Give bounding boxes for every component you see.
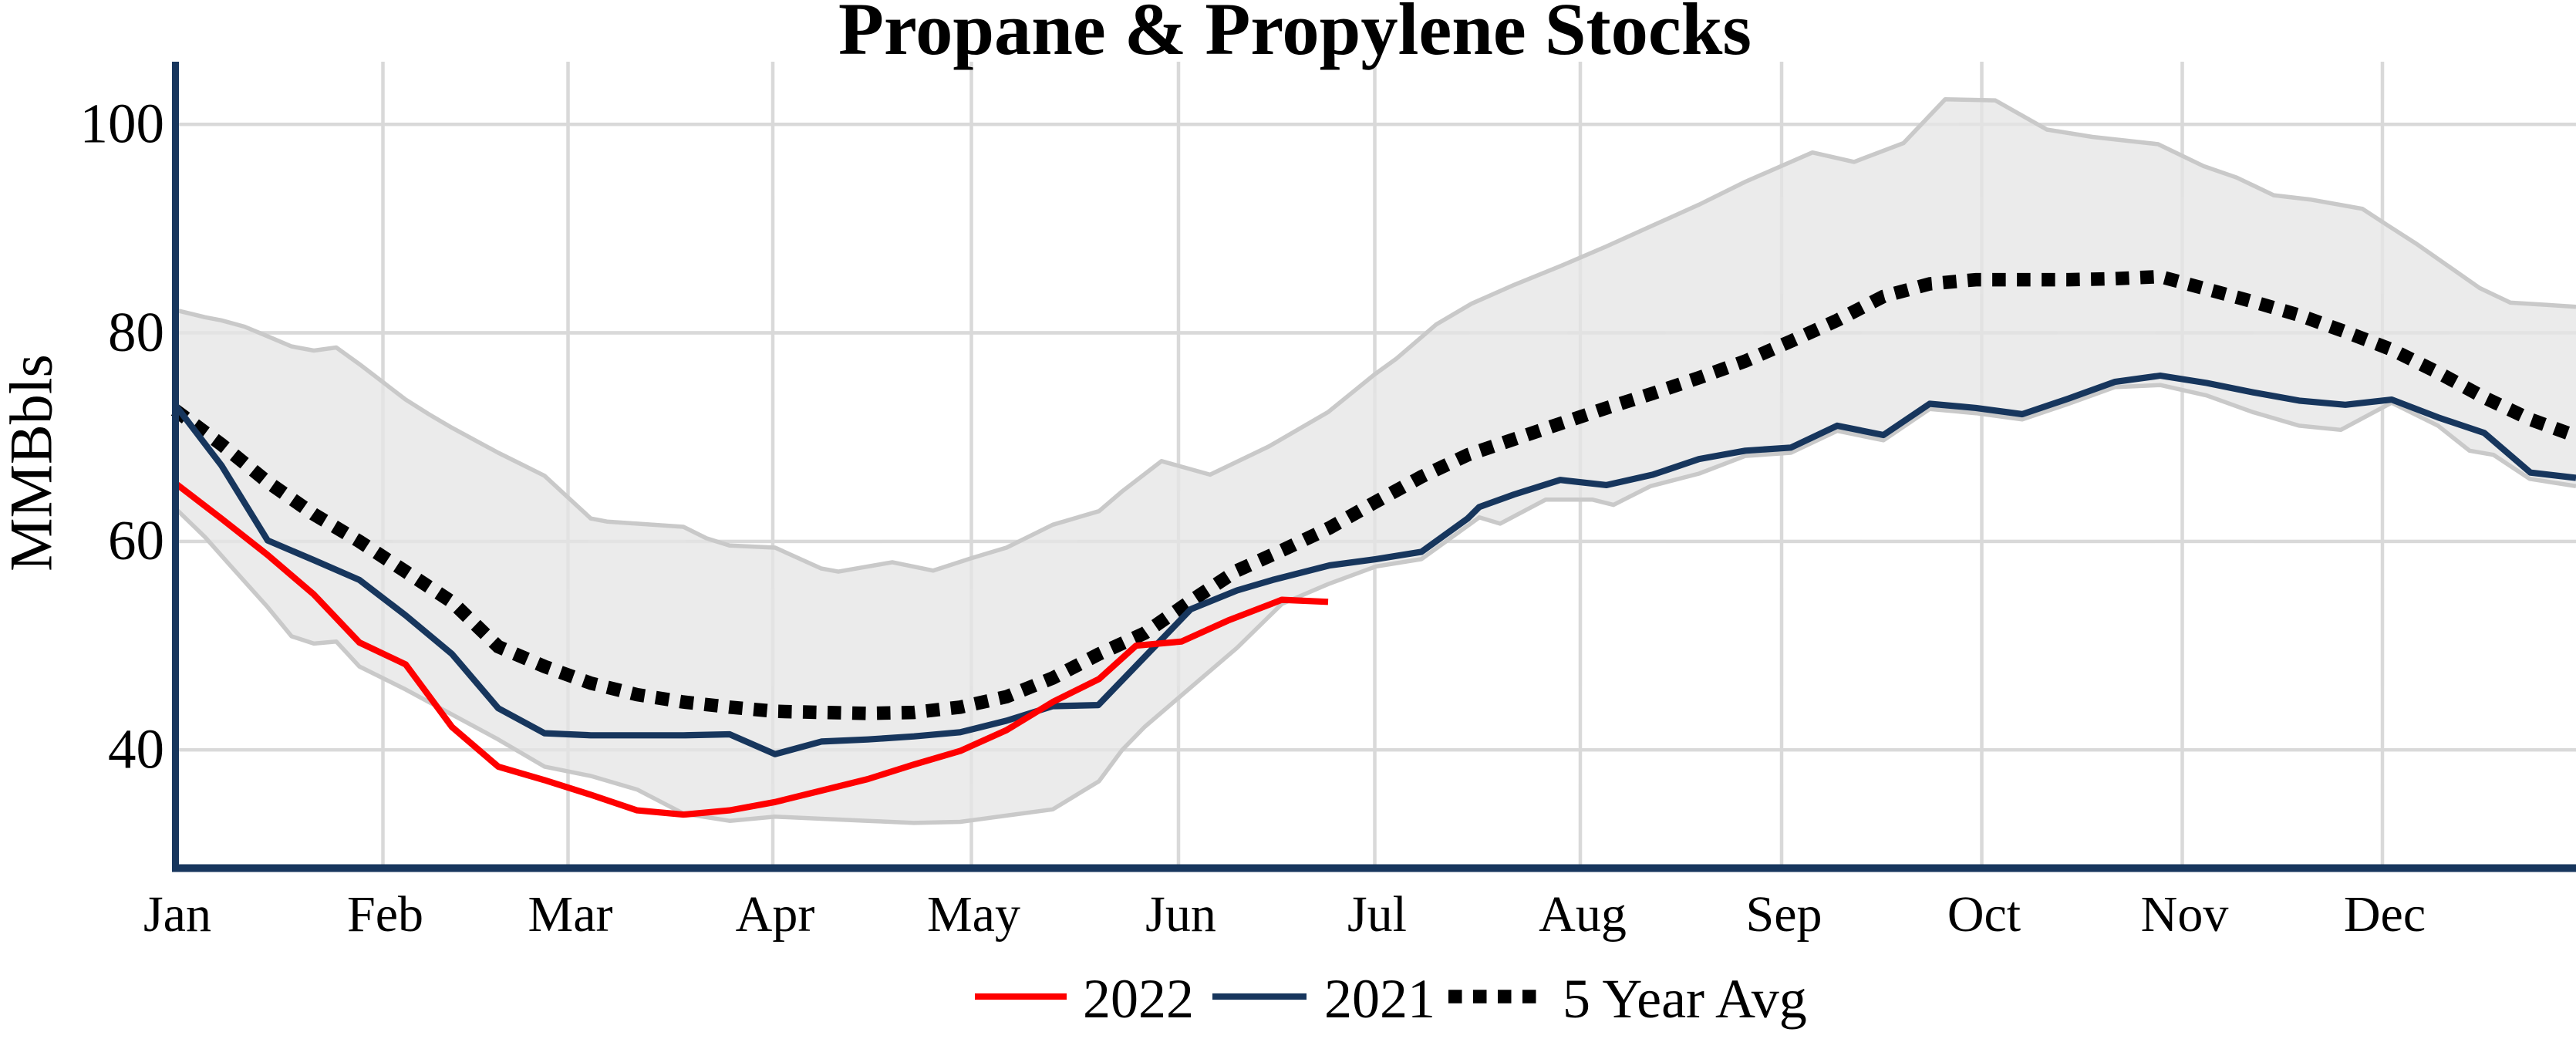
- svg-text:40: 40: [108, 718, 164, 781]
- svg-text:Jun: Jun: [1145, 886, 1216, 943]
- svg-text:Apr: Apr: [736, 886, 815, 943]
- svg-text:60: 60: [108, 509, 164, 572]
- svg-text:Sep: Sep: [1746, 886, 1822, 943]
- svg-text:100: 100: [80, 93, 165, 155]
- svg-text:Dec: Dec: [2344, 886, 2426, 943]
- svg-text:80: 80: [108, 301, 164, 363]
- svg-text:2021: 2021: [1324, 968, 1435, 1030]
- svg-text:MMBbls: MMBbls: [0, 354, 65, 572]
- svg-text:Jul: Jul: [1347, 886, 1407, 943]
- svg-text:Aug: Aug: [1539, 886, 1627, 943]
- svg-text:Nov: Nov: [2141, 886, 2229, 943]
- svg-text:Oct: Oct: [1947, 886, 2021, 943]
- svg-text:May: May: [927, 886, 1020, 943]
- svg-text:Propane & Propylene Stocks: Propane & Propylene Stocks: [838, 0, 1752, 70]
- svg-text:Mar: Mar: [528, 886, 613, 943]
- svg-text:2022: 2022: [1083, 968, 1194, 1030]
- svg-text:Jan: Jan: [143, 886, 211, 943]
- svg-text:5 Year Avg: 5 Year Avg: [1563, 968, 1807, 1030]
- svg-text:Feb: Feb: [347, 886, 423, 943]
